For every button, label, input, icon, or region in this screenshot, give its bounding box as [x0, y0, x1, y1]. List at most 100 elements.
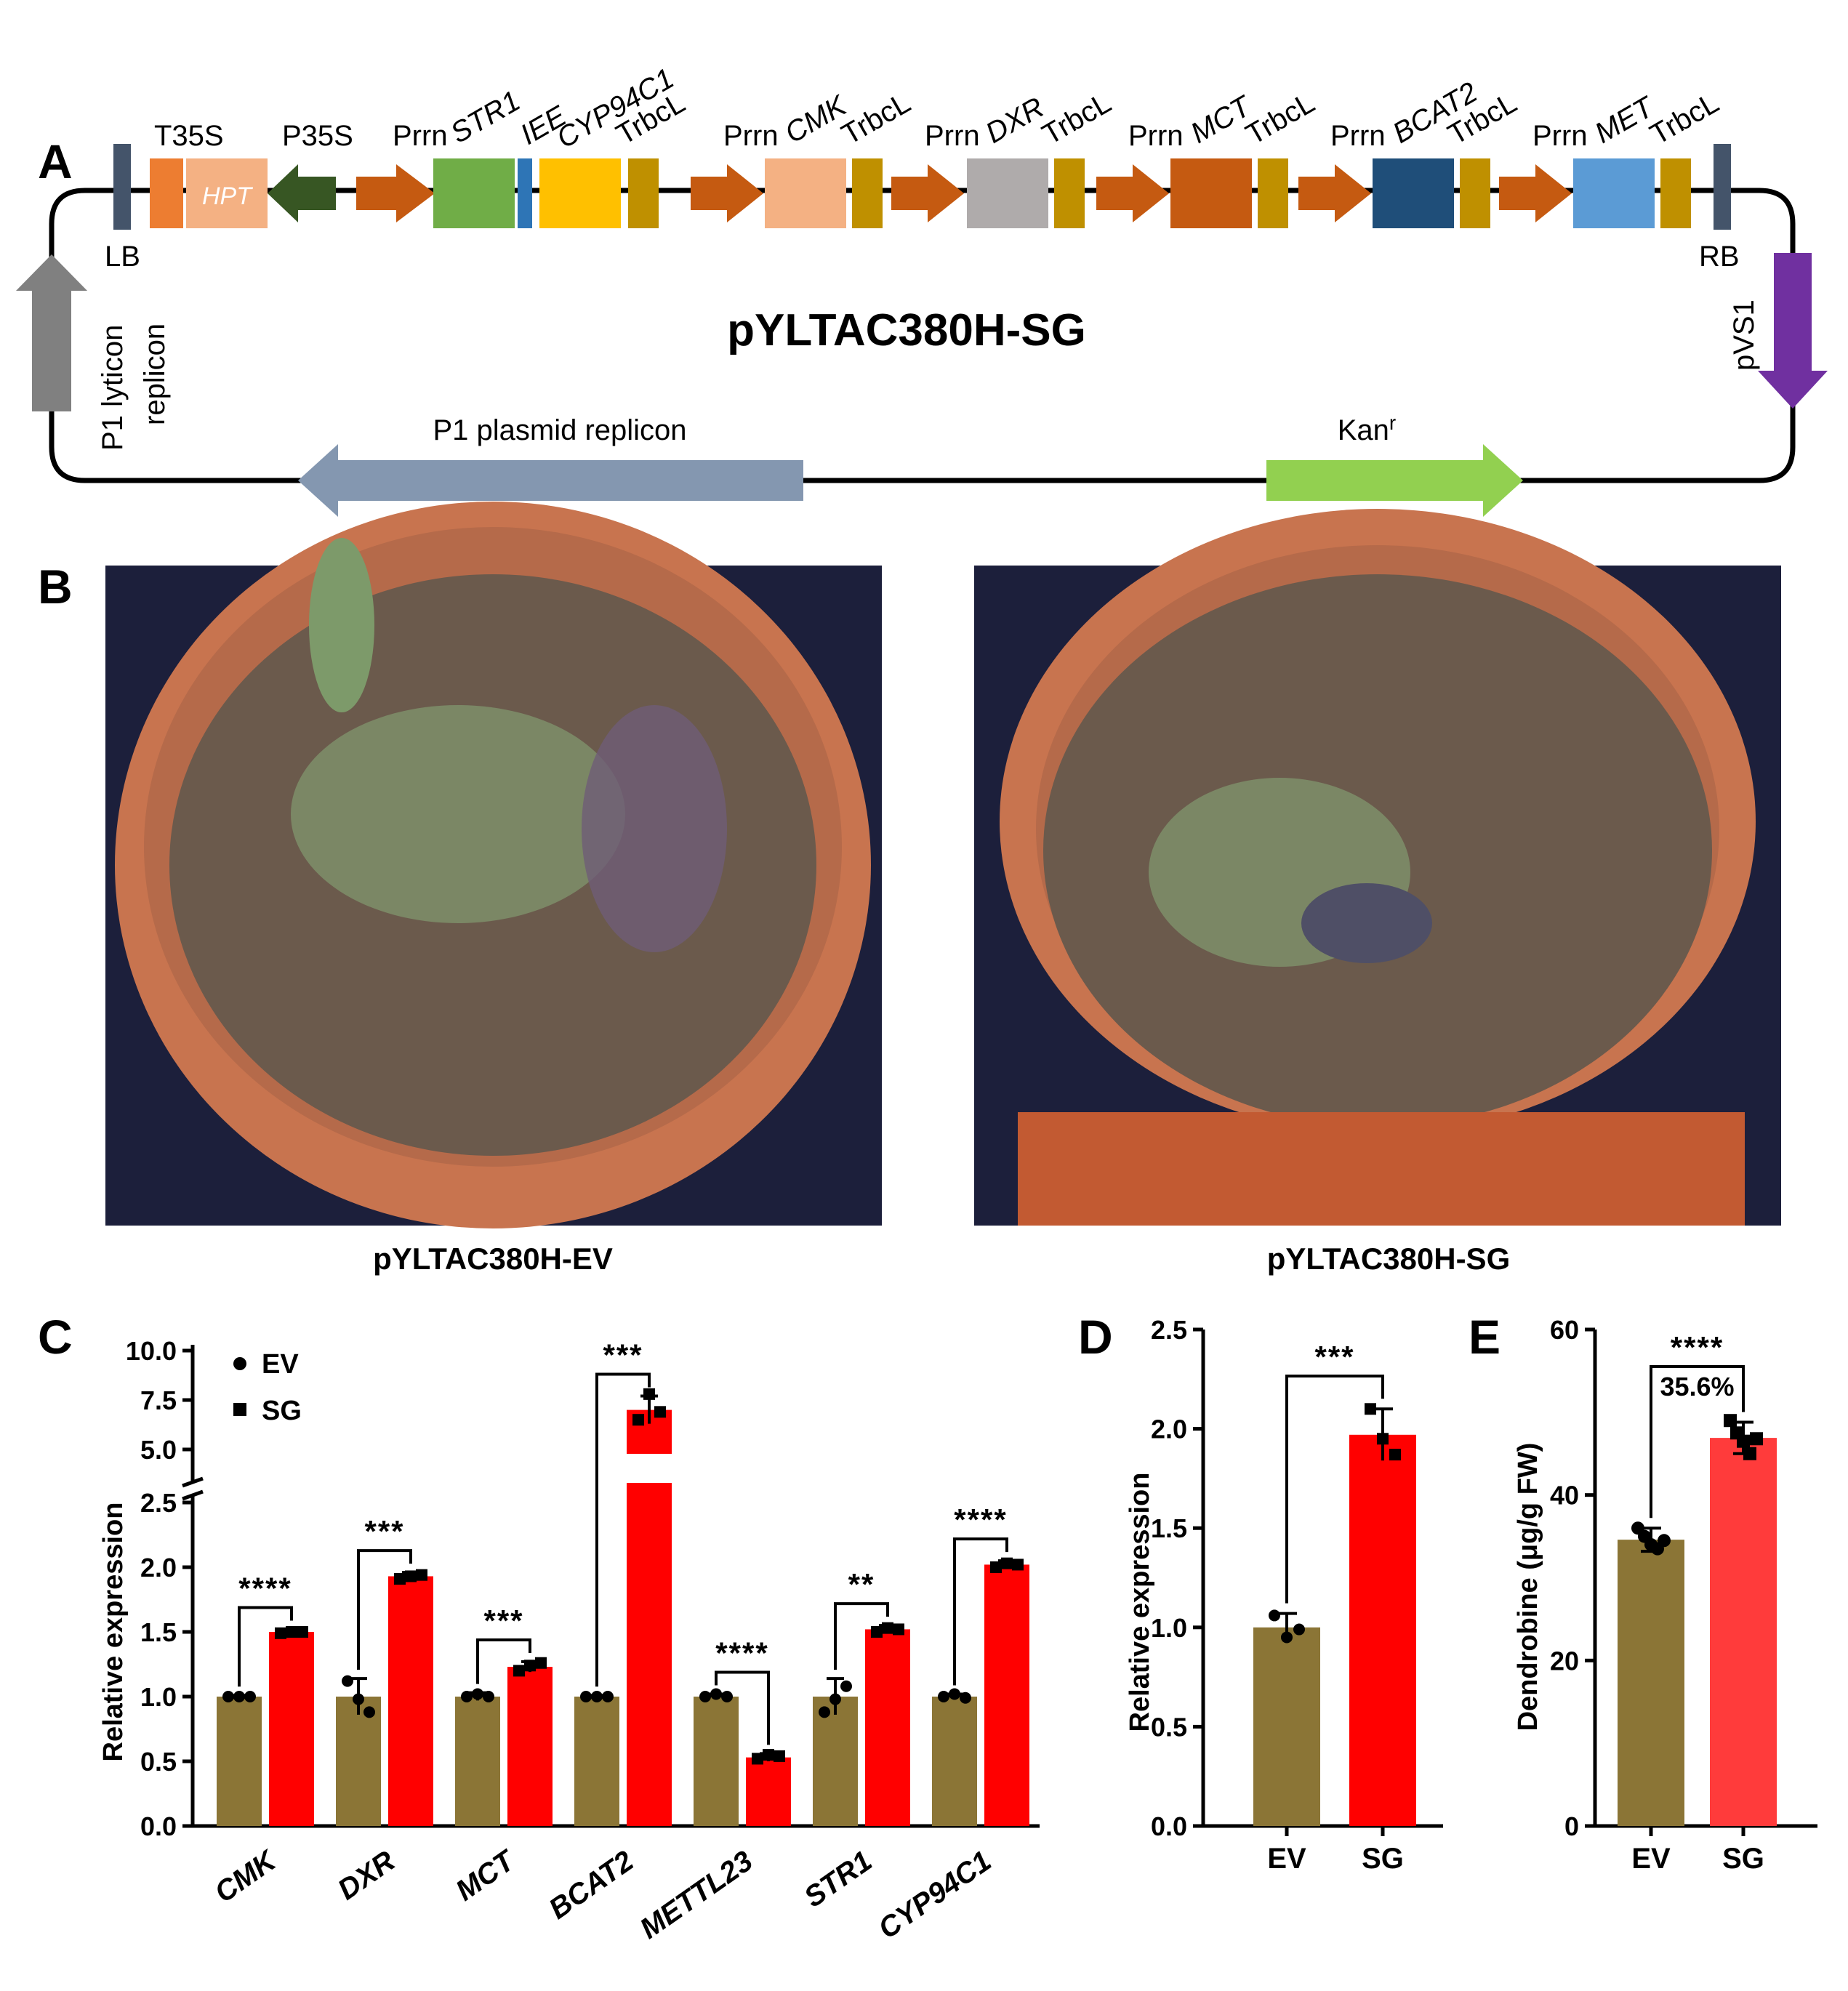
c-xtick-label: CMK	[209, 1843, 284, 1909]
str1-label: STR1	[446, 85, 526, 150]
c-point-sg	[275, 1627, 286, 1639]
c-point-sg	[752, 1753, 763, 1765]
d-point-sg	[1377, 1433, 1389, 1445]
d-bar-ev	[1253, 1627, 1320, 1826]
c-bar-sg	[269, 1632, 314, 1826]
c-point-ev	[233, 1691, 245, 1702]
e-bar-sg	[1710, 1438, 1777, 1826]
bcat2-block	[1373, 158, 1454, 228]
panel-a: A LB RB HPT T35S P35S Prrn STR1 IEE CYP9…	[16, 63, 1828, 517]
c-point-ev	[483, 1691, 494, 1702]
c-point-ev	[342, 1675, 353, 1687]
replicon-label: replicon	[139, 323, 171, 425]
panel-letter-a: A	[38, 134, 73, 188]
dxr-label: DXR	[981, 91, 1050, 149]
panel-b: B pYLTAC380H-EV pYLTAC380H-SG	[38, 502, 1781, 1276]
c-sig-label: ****	[954, 1503, 1007, 1537]
c-point-sg	[405, 1570, 417, 1582]
prrn-label-1: Prrn	[393, 120, 448, 152]
panel-letter-c: C	[38, 1310, 73, 1364]
chart-c: 0.0 0.5 1.0 1.5 2.0 2.5 5.0 7.5 10.0 EV SG **** CMK *…	[126, 1336, 1040, 1945]
trbcl-label-2: TrbcL	[837, 87, 916, 150]
c-point-ev	[819, 1706, 830, 1718]
e-ytick-label: 20	[1550, 1646, 1579, 1676]
c-legend-ev-label: EV	[262, 1349, 299, 1380]
e-bar-ev	[1618, 1540, 1684, 1826]
c-sig-bracket	[834, 1602, 889, 1670]
c-legend-ev-marker	[233, 1357, 246, 1370]
prrn-label-3: Prrn	[925, 120, 980, 152]
c-bar-sg-lower	[627, 1483, 672, 1826]
prrn-label-5: Prrn	[1330, 120, 1386, 152]
kan-label: Kanr	[1338, 411, 1397, 446]
vector-backbone	[49, 188, 1796, 483]
c-point-ev	[829, 1693, 841, 1705]
c-point-sg	[394, 1573, 406, 1585]
c-point-ev	[244, 1691, 256, 1702]
trbcl-block-3	[1054, 158, 1085, 228]
c-point-ev	[602, 1691, 614, 1702]
c-axis-break-2	[182, 1476, 204, 1488]
c-bar-ev	[694, 1697, 739, 1826]
e-point-sg	[1750, 1432, 1763, 1446]
c-bar-ev	[813, 1697, 858, 1826]
c-ylabel: Relative expression	[98, 1503, 129, 1762]
c-ytick-label: 5.0	[140, 1435, 177, 1465]
e-point-ev	[1658, 1534, 1671, 1548]
iee-block	[518, 158, 532, 228]
hpt-block	[186, 158, 268, 228]
p1-lyticon-label: P1 lyticon	[97, 325, 129, 451]
d-xtick-label: EV	[1267, 1843, 1306, 1875]
c-ytick-label: 2.0	[140, 1553, 177, 1582]
c-xtick-label: STR1	[798, 1845, 877, 1914]
e-ytick-label: 0	[1564, 1811, 1579, 1841]
c-bar-ev	[932, 1697, 977, 1826]
kan-arrow	[1266, 444, 1523, 517]
c-point-sg	[643, 1388, 655, 1400]
c-point-sg	[535, 1657, 547, 1669]
t35s-block	[150, 158, 183, 228]
vector-title: pYLTAC380H-SG	[727, 305, 1086, 355]
photo-left	[105, 502, 882, 1228]
c-bar-ev	[217, 1697, 262, 1826]
trbcl-label-6: TrbcL	[1645, 87, 1724, 150]
prrn-arrow-6	[1499, 164, 1572, 222]
c-point-sg	[286, 1626, 297, 1638]
d-point-ev	[1269, 1609, 1280, 1622]
c-ytick-label: 1.5	[140, 1617, 177, 1647]
c-sig-bracket	[595, 1372, 651, 1687]
d-ytick-label: 0.5	[1151, 1712, 1187, 1742]
trbcl-block-4	[1258, 158, 1288, 228]
trbcl-block-2	[852, 158, 883, 228]
c-xtick-label: DXR	[332, 1845, 401, 1907]
chart-d: 0.0 0.5 1.0 1.5 2.0 2.5 EV SG ***	[1151, 1315, 1443, 1875]
c-point-sg	[871, 1626, 883, 1638]
c-point-sg	[654, 1406, 666, 1418]
e-point-sg	[1724, 1414, 1737, 1428]
e-xtick-label: SG	[1722, 1843, 1764, 1875]
d-sig-bracket	[1285, 1375, 1384, 1604]
c-ytick-label: 0.5	[140, 1747, 177, 1777]
c-sig-label: ***	[603, 1338, 643, 1372]
str1-block	[433, 158, 515, 228]
trbcl-label-3: TrbcL	[1037, 87, 1117, 150]
c-ytick-label: 0.0	[140, 1811, 177, 1841]
c-point-sg	[882, 1622, 893, 1634]
d-ytick-label: 2.5	[1151, 1315, 1187, 1345]
d-bar-sg	[1349, 1434, 1416, 1826]
c-point-sg	[990, 1561, 1002, 1573]
rb-label: RB	[1699, 241, 1740, 273]
dxr-block	[967, 158, 1048, 228]
prrn-arrow-3	[891, 164, 964, 222]
panel-letter-e: E	[1469, 1310, 1501, 1364]
d-point-sg	[1365, 1403, 1376, 1415]
pvs1-label: pVS1	[1728, 299, 1760, 371]
c-point-ev	[580, 1691, 592, 1702]
d-ylabel: Relative expression	[1125, 1473, 1155, 1732]
panel-letter-d: D	[1078, 1310, 1113, 1364]
c-point-sg	[1001, 1557, 1013, 1569]
e-point-sg	[1737, 1434, 1750, 1448]
panel-letter-b: B	[38, 560, 73, 614]
c-bar-sg	[865, 1629, 910, 1826]
